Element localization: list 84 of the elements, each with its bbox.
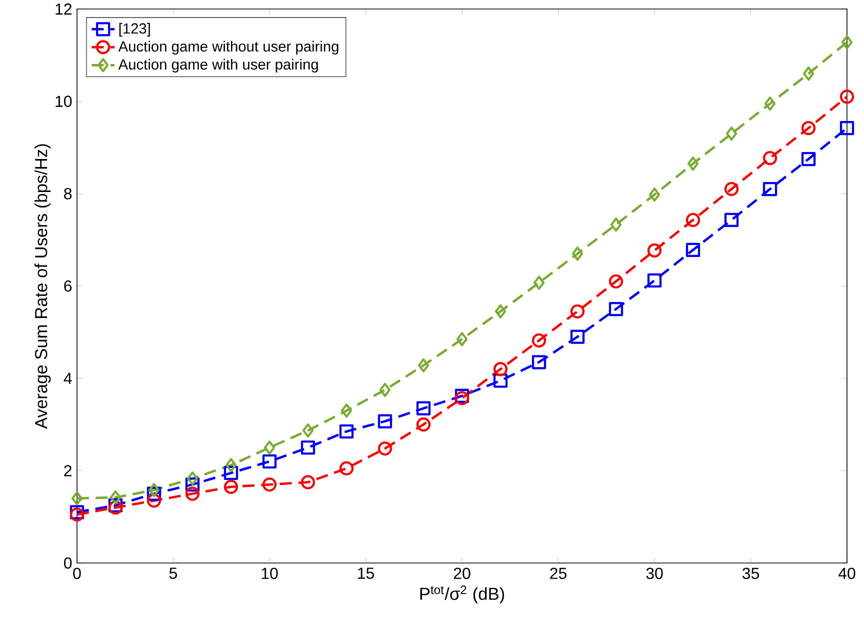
- point: [148, 482, 160, 498]
- point: [224, 466, 238, 480]
- point: [648, 188, 660, 202]
- point: [686, 212, 700, 228]
- point: [110, 490, 122, 505]
- point: [71, 491, 83, 506]
- point: [185, 486, 200, 501]
- point: [801, 121, 816, 136]
- x-tick-label: 30: [646, 568, 663, 580]
- point: [647, 243, 662, 258]
- point: [340, 404, 352, 418]
- point: [647, 273, 662, 288]
- point: [186, 471, 198, 486]
- point: [416, 401, 431, 416]
- point: [185, 477, 200, 492]
- point: [300, 475, 316, 490]
- point: [494, 304, 506, 318]
- point: [533, 276, 545, 290]
- point: [225, 458, 237, 472]
- x-tick-label: 25: [550, 568, 566, 580]
- point: [302, 423, 314, 438]
- point: [378, 414, 392, 428]
- legend-label: Auction game with user pairing: [118, 58, 318, 72]
- point: [339, 461, 354, 476]
- point: [339, 424, 354, 438]
- point: [802, 66, 814, 81]
- y-tick-label: 2: [64, 465, 72, 476]
- point: [416, 417, 431, 432]
- point: [493, 362, 508, 376]
- point: [608, 302, 624, 316]
- x-axis-title: P$^{tot}$/σ$^{2}$ (dB): [420, 586, 504, 604]
- y-tick-label: 0: [64, 557, 72, 569]
- point: [108, 498, 123, 512]
- point: [456, 332, 468, 346]
- point: [724, 212, 739, 228]
- point: [264, 440, 276, 455]
- x-tick-label: 15: [358, 568, 374, 579]
- y-tick-label: 10: [56, 96, 72, 107]
- point: [108, 500, 123, 515]
- point: [70, 505, 84, 520]
- point: [532, 355, 546, 370]
- legend-label: [123]: [119, 22, 150, 37]
- point: [454, 388, 470, 403]
- point: [610, 218, 622, 232]
- point: [70, 507, 84, 522]
- point: [378, 441, 392, 456]
- point: [841, 35, 853, 50]
- point: [224, 480, 238, 494]
- point: [379, 382, 391, 397]
- point: [493, 374, 508, 388]
- point: [570, 304, 585, 318]
- point: [532, 333, 546, 348]
- point: [570, 330, 585, 344]
- y-tick-label: 8: [64, 188, 72, 200]
- point: [686, 242, 700, 258]
- point: [687, 156, 699, 171]
- point: [572, 246, 584, 261]
- x-tick-label: 35: [742, 568, 759, 580]
- point: [764, 96, 776, 111]
- legend-label: Auction game without user pairing: [118, 40, 338, 55]
- y-tick-label: 4: [64, 372, 72, 384]
- point: [300, 440, 316, 455]
- x-tick-label: 5: [169, 568, 178, 579]
- point: [262, 477, 277, 492]
- point: [840, 90, 854, 104]
- point: [146, 486, 162, 501]
- point: [762, 182, 778, 196]
- point: [146, 494, 162, 508]
- point: [840, 121, 854, 136]
- point: [726, 126, 738, 141]
- point: [418, 358, 430, 372]
- y-axis-title: Average Sum Rate of Users (bps/Hz): [34, 144, 51, 429]
- point: [454, 391, 470, 406]
- point: [724, 182, 739, 196]
- x-tick-label: 40: [838, 568, 856, 580]
- point: [262, 454, 277, 469]
- x-tick-label: 10: [262, 568, 278, 580]
- x-tick-label: 0: [73, 568, 81, 580]
- point: [608, 274, 624, 288]
- point: [801, 152, 816, 166]
- x-tick-label: 20: [454, 568, 470, 580]
- y-tick-label: 6: [64, 280, 72, 292]
- y-tick-label: 12: [56, 3, 72, 15]
- point: [762, 151, 778, 166]
